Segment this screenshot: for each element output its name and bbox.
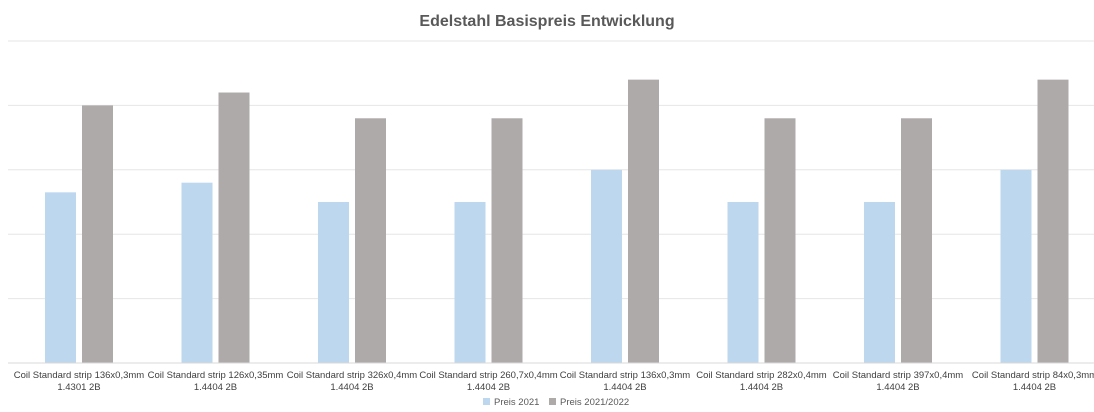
legend-label: Preis 2021 <box>494 397 539 408</box>
x-tick-label: Coil Standard strip 84x0,3mm <box>972 370 1094 381</box>
bar-preis-2021-1 <box>45 192 76 363</box>
bar-preis-2021-7 <box>864 202 895 363</box>
x-tick-label: Coil Standard strip 282x0,4mm <box>696 370 827 381</box>
bar-preis-2021-3 <box>318 202 349 363</box>
bar-series <box>45 79 1069 364</box>
legend-swatch <box>549 398 556 405</box>
x-tick-label: Coil Standard strip 260,7x0,4mm <box>419 370 557 381</box>
bar-preis-2021-2022-1 <box>82 105 113 364</box>
x-tick-label: 1.4404 2B <box>603 382 646 393</box>
chart-title: Edelstahl Basispreis Entwicklung <box>419 13 674 30</box>
bar-preis-2021-2022-3 <box>355 118 386 363</box>
bar-preis-2021-8 <box>1000 169 1032 363</box>
legend-label: Preis 2021/2022 <box>560 397 629 408</box>
x-tick-label: Coil Standard strip 126x0,35mm <box>148 370 284 381</box>
x-tick-label: Coil Standard strip 136x0,3mm <box>560 370 691 381</box>
x-tick-label: 1.4404 2B <box>740 382 783 393</box>
x-tick-label: 1.4404 2B <box>467 382 510 393</box>
x-tick-label: 1.4404 2B <box>194 382 237 393</box>
x-tick-label: 1.4404 2B <box>876 382 919 393</box>
x-tick-label: 1.4404 2B <box>1013 382 1056 393</box>
bar-preis-2021-2022-2 <box>218 92 250 364</box>
bar-preis-2021-6 <box>727 202 759 363</box>
bar-preis-2021-2022-7 <box>901 118 932 363</box>
bar-preis-2021-4 <box>454 202 486 363</box>
bar-preis-2021-2 <box>181 182 213 363</box>
x-tick-label: Coil Standard strip 326x0,4mm <box>287 370 418 381</box>
x-tick-label: 1.4404 2B <box>330 382 373 393</box>
bar-preis-2021-5 <box>591 169 622 363</box>
bar-preis-2021-2022-5 <box>628 79 659 363</box>
x-tick-label: 1.4301 2B <box>57 382 100 393</box>
bar-preis-2021-2022-8 <box>1037 79 1069 363</box>
bar-preis-2021-2022-4 <box>491 118 523 363</box>
legend-swatch <box>483 398 490 405</box>
bar-preis-2021-2022-6 <box>764 118 796 363</box>
legend: Preis 2021 Preis 2021/2022 <box>483 397 629 408</box>
x-tick-label: Coil Standard strip 136x0,3mm <box>14 370 145 381</box>
x-tick-label: Coil Standard strip 397x0,4mm <box>833 370 964 381</box>
